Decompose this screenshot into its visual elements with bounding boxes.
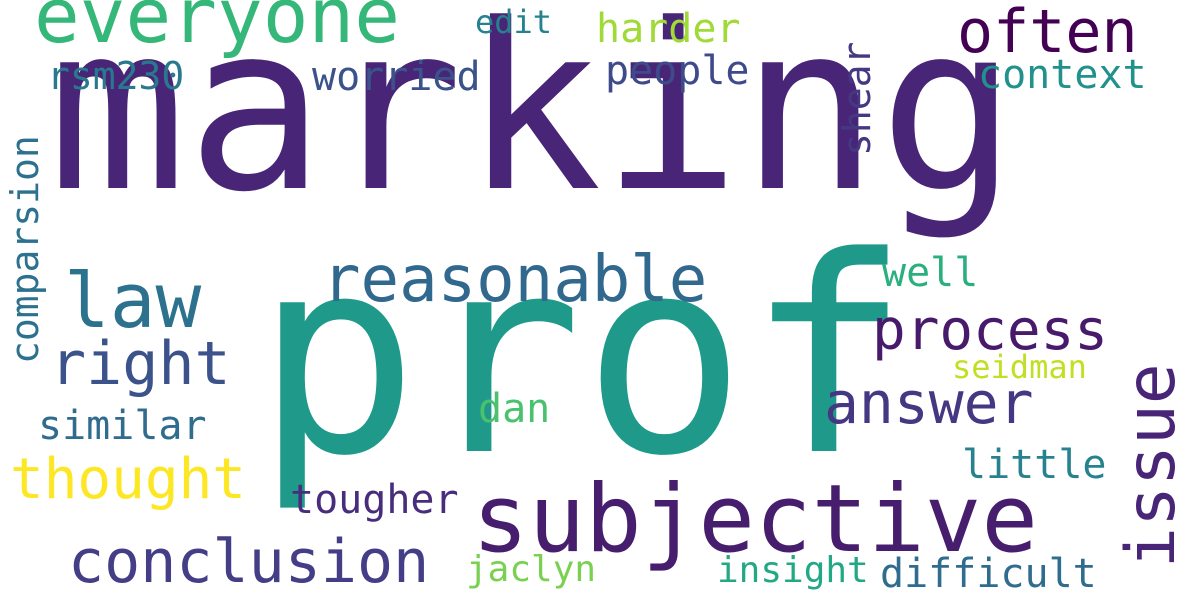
word-often: often [957, 0, 1138, 67]
word-reasonable: reasonable [322, 243, 708, 317]
word-seidman: seidman [952, 348, 1087, 386]
word-similar: similar [38, 403, 207, 449]
word-thought: thought [10, 447, 247, 512]
word-answer: answer [824, 369, 1034, 437]
word-comparsion: comparsion [3, 135, 47, 364]
word-prof: prof [255, 200, 911, 516]
word-conclusion: conclusion [68, 527, 430, 597]
word-rsm230: rsm230 [47, 54, 185, 98]
word-little: little [962, 442, 1107, 488]
word-everyone: everyone [34, 0, 401, 60]
word-jaclyn: jaclyn [466, 549, 597, 590]
word-harder: harder [596, 6, 741, 52]
word-tougher: tougher [290, 477, 459, 523]
word-edit: edit [475, 3, 553, 41]
word-issue: issue [1112, 363, 1191, 568]
word-context: context [978, 52, 1147, 98]
word-insight: insight [717, 550, 869, 591]
word-right: right [50, 329, 231, 399]
word-people: people [605, 48, 750, 94]
word-process: process [872, 298, 1109, 363]
word-difficult: difficult [880, 551, 1097, 597]
word-well: well [882, 250, 979, 296]
word-law: law [64, 256, 202, 345]
word-marking: marking [48, 0, 1018, 243]
word-worried: worried [312, 54, 481, 100]
word-subjective: subjective [472, 465, 1038, 574]
word-dan: dan [478, 386, 551, 432]
word-shear: shear [835, 41, 879, 156]
